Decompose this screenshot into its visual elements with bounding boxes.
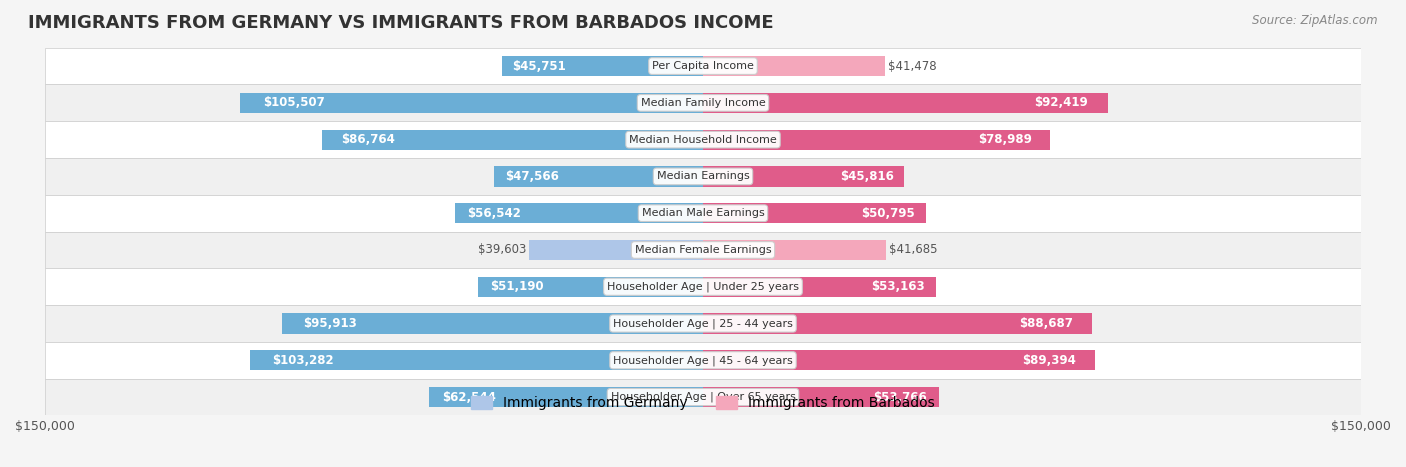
Text: $41,685: $41,685	[889, 243, 938, 256]
Bar	[429, 387, 703, 407]
Bar	[703, 166, 904, 186]
Text: $95,913: $95,913	[304, 317, 357, 330]
Text: $88,687: $88,687	[1019, 317, 1073, 330]
Bar	[322, 129, 703, 150]
Bar	[703, 203, 925, 223]
Text: Householder Age | 25 - 44 years: Householder Age | 25 - 44 years	[613, 318, 793, 329]
Text: $41,478: $41,478	[889, 60, 936, 72]
FancyBboxPatch shape	[45, 305, 1361, 342]
Bar	[703, 56, 884, 76]
Text: $45,751: $45,751	[512, 60, 567, 72]
Text: $51,190: $51,190	[489, 280, 543, 293]
Text: Householder Age | Under 25 years: Householder Age | Under 25 years	[607, 282, 799, 292]
Text: IMMIGRANTS FROM GERMANY VS IMMIGRANTS FROM BARBADOS INCOME: IMMIGRANTS FROM GERMANY VS IMMIGRANTS FR…	[28, 14, 773, 32]
Bar	[703, 350, 1095, 370]
Bar	[250, 350, 703, 370]
Text: $50,795: $50,795	[860, 207, 915, 219]
Bar	[529, 240, 703, 260]
Text: $89,394: $89,394	[1022, 354, 1076, 367]
Bar	[703, 129, 1049, 150]
Text: $53,766: $53,766	[873, 390, 927, 403]
Text: $53,163: $53,163	[870, 280, 925, 293]
FancyBboxPatch shape	[45, 121, 1361, 158]
Text: $86,764: $86,764	[342, 133, 395, 146]
Legend: Immigrants from Germany, Immigrants from Barbados: Immigrants from Germany, Immigrants from…	[465, 391, 941, 416]
FancyBboxPatch shape	[45, 158, 1361, 195]
FancyBboxPatch shape	[45, 85, 1361, 121]
Text: $103,282: $103,282	[273, 354, 335, 367]
Bar	[703, 313, 1092, 333]
Bar	[502, 56, 703, 76]
Bar	[703, 93, 1108, 113]
Text: Median Male Earnings: Median Male Earnings	[641, 208, 765, 218]
Text: $56,542: $56,542	[467, 207, 522, 219]
FancyBboxPatch shape	[45, 195, 1361, 232]
FancyBboxPatch shape	[45, 379, 1361, 416]
Text: $45,816: $45,816	[839, 170, 894, 183]
Bar	[456, 203, 703, 223]
Bar	[283, 313, 703, 333]
Text: $39,603: $39,603	[478, 243, 526, 256]
Text: Householder Age | 45 - 64 years: Householder Age | 45 - 64 years	[613, 355, 793, 366]
Text: Median Female Earnings: Median Female Earnings	[634, 245, 772, 255]
Bar	[703, 387, 939, 407]
Bar	[478, 276, 703, 297]
Text: $92,419: $92,419	[1035, 96, 1088, 109]
FancyBboxPatch shape	[45, 232, 1361, 269]
Text: Median Household Income: Median Household Income	[628, 134, 778, 145]
Text: Median Earnings: Median Earnings	[657, 171, 749, 181]
FancyBboxPatch shape	[45, 48, 1361, 85]
Text: $105,507: $105,507	[263, 96, 325, 109]
Bar	[240, 93, 703, 113]
Text: $47,566: $47,566	[505, 170, 558, 183]
Text: $78,989: $78,989	[979, 133, 1032, 146]
FancyBboxPatch shape	[45, 269, 1361, 305]
Text: Householder Age | Over 65 years: Householder Age | Over 65 years	[610, 392, 796, 402]
Bar	[703, 276, 936, 297]
Bar	[495, 166, 703, 186]
Bar	[703, 240, 886, 260]
Text: Per Capita Income: Per Capita Income	[652, 61, 754, 71]
FancyBboxPatch shape	[45, 342, 1361, 379]
Text: $62,544: $62,544	[443, 390, 496, 403]
Text: Median Family Income: Median Family Income	[641, 98, 765, 108]
Text: Source: ZipAtlas.com: Source: ZipAtlas.com	[1253, 14, 1378, 27]
